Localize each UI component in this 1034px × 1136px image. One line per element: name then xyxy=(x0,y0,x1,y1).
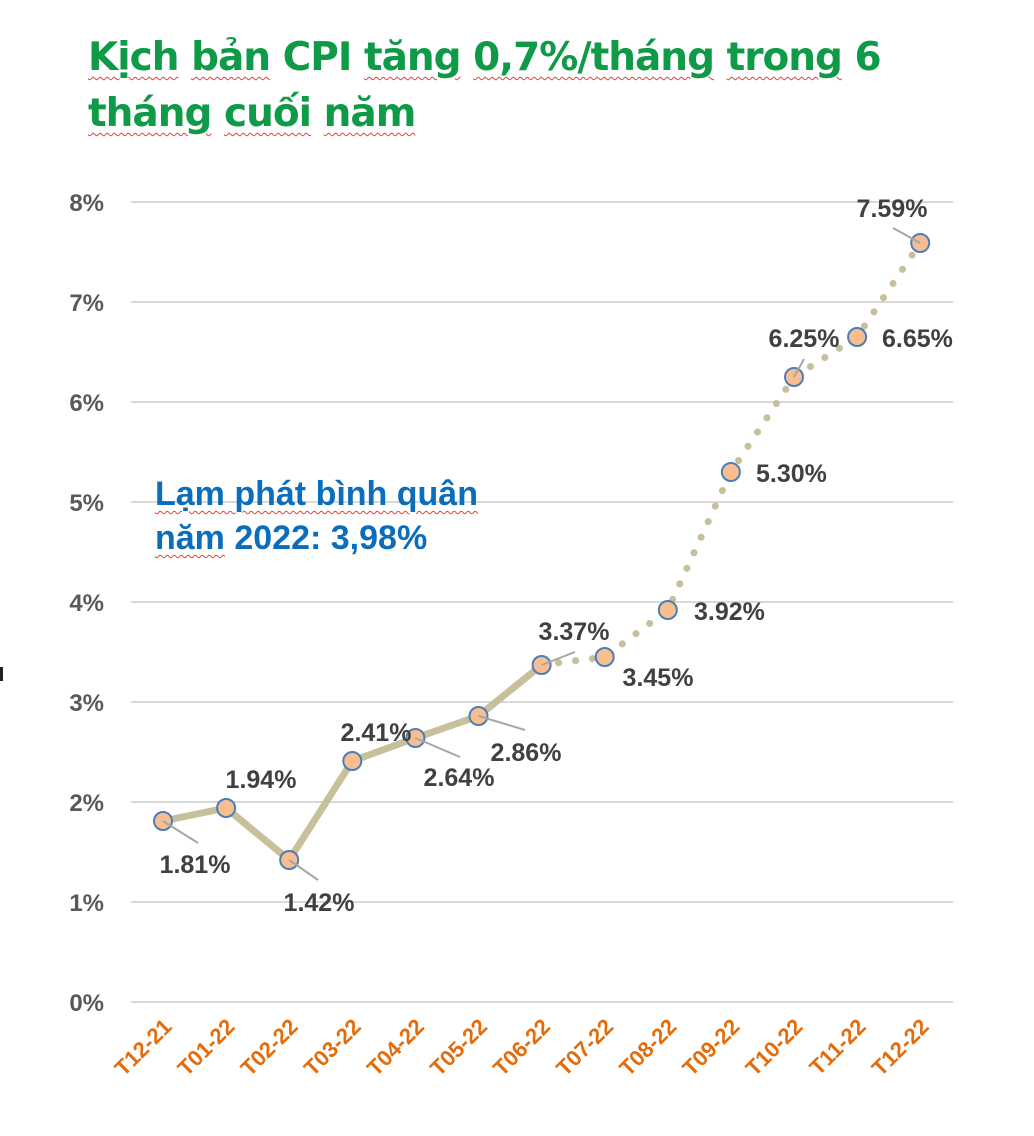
data-labels: 1.81% 1.94% 1.42% 2.41% 2.64%2.86% 3.37% 3.45%… xyxy=(160,195,953,917)
data-label: 5.30% xyxy=(756,460,827,488)
chart-title-line-2: tháng cuối năm xyxy=(88,91,416,136)
x-tick-label: T11-22 xyxy=(805,1014,871,1080)
x-tick-label: T12-22 xyxy=(867,1014,934,1081)
data-label: 2.64% xyxy=(424,764,495,792)
data-label: 3.92% xyxy=(694,598,765,626)
y-tick-label: 7% xyxy=(69,290,104,317)
data-point-marker xyxy=(657,600,678,620)
y-tick-label: 6% xyxy=(69,390,104,417)
leader-line xyxy=(415,737,461,758)
data-label: 6.25% xyxy=(769,325,840,353)
y-tick-label: 3% xyxy=(69,690,104,717)
leader-line xyxy=(793,358,805,378)
x-tick-label: T01-22 xyxy=(173,1014,240,1081)
y-gridlines xyxy=(131,201,953,1003)
x-tick-label: T05-22 xyxy=(425,1014,492,1081)
x-tick-label: T03-22 xyxy=(299,1014,366,1081)
data-point-marker xyxy=(594,647,615,667)
x-tick-label: T06-22 xyxy=(488,1014,555,1081)
x-tick-label: T10-22 xyxy=(741,1014,808,1081)
leader-line xyxy=(162,820,199,844)
data-label: 1.42% xyxy=(284,889,355,917)
clipped-text-fragment xyxy=(0,667,3,681)
data-point-marker xyxy=(216,798,237,818)
y-tick-label: 0% xyxy=(69,990,104,1017)
data-point-marker xyxy=(847,327,868,347)
x-tick-label: T12-21 xyxy=(110,1014,177,1081)
x-tick-label: T07-22 xyxy=(551,1014,618,1081)
y-tick-label: 1% xyxy=(69,890,104,917)
x-tick-label: T04-22 xyxy=(362,1014,429,1081)
data-label: 2.86% xyxy=(491,739,562,767)
data-label: 7.59% xyxy=(857,195,928,223)
y-tick-label: 2% xyxy=(69,790,104,817)
data-label: 3.45% xyxy=(623,664,694,692)
leader-lines xyxy=(162,227,921,881)
data-point-marker xyxy=(720,462,741,482)
y-tick-label: 4% xyxy=(69,590,104,617)
data-label: 3.37% xyxy=(539,618,610,646)
data-point-marker xyxy=(342,751,363,771)
data-label: 1.94% xyxy=(226,766,297,794)
y-tick-label: 8% xyxy=(69,190,104,217)
leader-line xyxy=(288,859,319,881)
data-label: 6.65% xyxy=(882,325,953,353)
chart-title: Kịch bản CPI tăng 0,7%/tháng trong 6 thá… xyxy=(88,30,948,142)
y-axis-ticks: 0% 1% 2% 3% 4% 5% 6% 7% 8% xyxy=(69,190,104,1017)
leader-line xyxy=(541,651,576,666)
data-label: 2.41% xyxy=(341,719,412,747)
average-inflation-annotation: Lạm phát bình quân năm 2022: 3,98% xyxy=(155,475,478,557)
leader-line xyxy=(892,227,921,244)
data-label: 1.81% xyxy=(160,851,231,879)
x-axis-ticks: T12-21T01-22T02-22T03-22T04-22T05-22T06-… xyxy=(110,1014,934,1081)
x-tick-label: T02-22 xyxy=(236,1014,303,1081)
x-tick-label: T09-22 xyxy=(677,1014,744,1081)
x-tick-label: T08-22 xyxy=(614,1014,681,1081)
chart-title-line-1: Kịch bản CPI tăng 0,7%/tháng trong 6 xyxy=(88,35,882,80)
y-tick-label: 5% xyxy=(69,490,104,517)
leader-line xyxy=(478,715,526,731)
